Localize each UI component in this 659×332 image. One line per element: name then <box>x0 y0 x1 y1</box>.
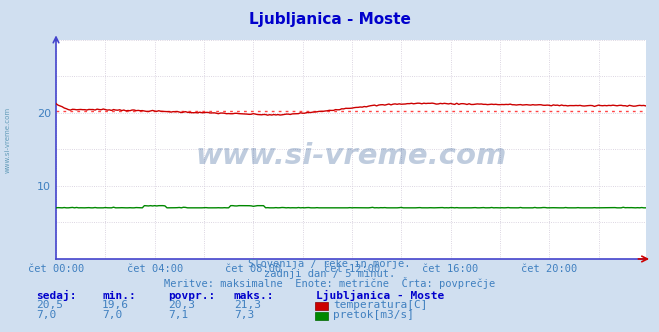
Text: 20,5: 20,5 <box>36 300 63 310</box>
Text: sedaj:: sedaj: <box>36 290 76 301</box>
Text: povpr.:: povpr.: <box>168 291 215 301</box>
Text: www.si-vreme.com: www.si-vreme.com <box>5 106 11 173</box>
Text: zadnji dan / 5 minut.: zadnji dan / 5 minut. <box>264 269 395 279</box>
Text: temperatura[C]: temperatura[C] <box>333 300 427 310</box>
Text: 7,0: 7,0 <box>102 310 123 320</box>
Text: maks.:: maks.: <box>234 291 274 301</box>
Text: Slovenija / reke in morje.: Slovenija / reke in morje. <box>248 259 411 269</box>
Text: min.:: min.: <box>102 291 136 301</box>
Text: 7,0: 7,0 <box>36 310 57 320</box>
Text: 7,1: 7,1 <box>168 310 188 320</box>
Text: www.si-vreme.com: www.si-vreme.com <box>195 142 507 170</box>
Text: 20,3: 20,3 <box>168 300 195 310</box>
Text: 21,3: 21,3 <box>234 300 261 310</box>
Text: pretok[m3/s]: pretok[m3/s] <box>333 310 414 320</box>
Text: 19,6: 19,6 <box>102 300 129 310</box>
Text: Ljubljanica - Moste: Ljubljanica - Moste <box>248 12 411 27</box>
Text: 7,3: 7,3 <box>234 310 254 320</box>
Text: Meritve: maksimalne  Enote: metrične  Črta: povprečje: Meritve: maksimalne Enote: metrične Črta… <box>164 277 495 289</box>
Text: Ljubljanica - Moste: Ljubljanica - Moste <box>316 290 445 301</box>
